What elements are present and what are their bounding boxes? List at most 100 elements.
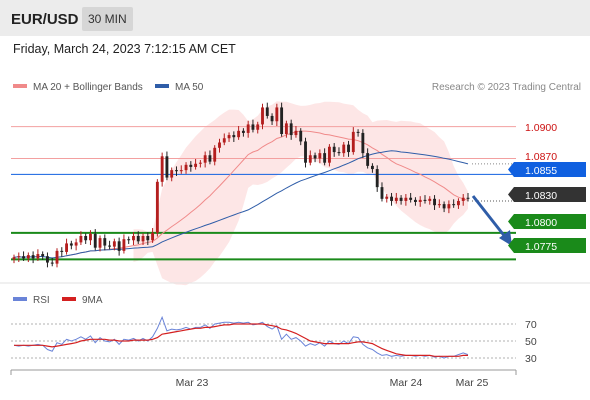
candle [370,163,374,173]
candle [318,149,322,164]
candle [246,120,250,138]
candle-body [194,163,198,167]
candle-body [141,236,145,242]
candle-body [461,197,465,201]
candle-body [337,152,341,154]
candle [351,127,355,155]
candle [323,148,327,166]
candle-body [108,245,112,247]
candle-body [318,153,322,159]
candle-body [370,165,374,170]
candle [332,143,336,157]
candle-body [452,204,456,206]
candle [304,137,307,168]
candle [428,196,432,205]
candle-body [22,256,25,259]
candle [189,161,193,172]
candle-body [423,199,427,201]
candle [108,240,112,250]
candle [198,160,202,168]
candle-body [375,169,379,188]
candle [437,199,441,208]
candle-body [347,144,350,153]
support-2-pointer [508,238,514,253]
candle [151,228,155,243]
candle-body [227,135,231,139]
support-2-label: 1.0775 [525,241,557,253]
candle [218,138,221,153]
candle-body [103,238,107,246]
candle [413,197,417,206]
candle-body [89,233,92,241]
candle-body [12,257,16,260]
candle [261,103,264,130]
candle-body [65,243,69,252]
candle-body [55,250,59,264]
support-1-pointer [508,214,514,229]
ma50-legend-label: MA 50 [175,82,204,93]
candle-body [399,197,403,201]
candle [160,152,164,187]
symbol-label: EUR/USD [11,11,79,28]
candle-body [409,197,413,200]
candle-body [17,256,21,258]
candle [280,102,284,137]
interval-badge[interactable]: 30 MIN [82,7,133,31]
candle [461,194,465,206]
candle [337,147,341,156]
forecast-arrow-shaft [471,195,508,239]
candle-body [218,142,221,148]
candle-body [26,255,30,259]
rsi-ma-line [14,323,468,357]
candle-body [98,238,102,248]
candle-body [208,155,212,162]
rsi-lines [13,315,469,359]
candle-body [413,199,417,202]
resistance-1-label: 1.0870 [525,151,557,163]
candle [442,201,446,213]
candle [327,144,331,167]
candle-body [308,155,312,163]
candle-body [69,243,73,246]
candle [423,195,427,204]
rsi-ma-legend-label: 9MA [82,295,103,306]
rsi-tick-50: 50 [525,336,537,348]
candle [433,195,436,210]
candle-body [280,107,284,134]
candle [251,119,255,133]
candle [141,233,145,246]
candle-body [275,107,279,122]
bollinger-bands [133,101,468,286]
candle [84,233,88,244]
candle-body [50,262,54,264]
candle [375,165,379,192]
candle [308,150,312,166]
candle-body [390,196,393,201]
candle [36,249,40,261]
candle [241,128,245,137]
candle-body [117,241,121,251]
candle-body [428,198,432,201]
candle-body [356,131,360,133]
candle [356,129,360,137]
candle [452,199,456,208]
candle [299,128,303,146]
candle-body [151,232,155,241]
candle [342,141,346,157]
candle-body [447,204,451,209]
candle [213,145,217,166]
candle-body [442,204,446,209]
candle [146,232,150,246]
candle-body [79,236,83,243]
candle [136,231,140,244]
candle [179,165,183,174]
x-axis-label-mar25: Mar 25 [456,377,489,389]
candle [270,113,274,125]
candle [31,251,35,264]
candle-body [241,130,245,133]
forecast-arrow-head [499,230,512,246]
candle-body [457,200,460,206]
candle [275,103,279,127]
candle-body [246,124,250,133]
